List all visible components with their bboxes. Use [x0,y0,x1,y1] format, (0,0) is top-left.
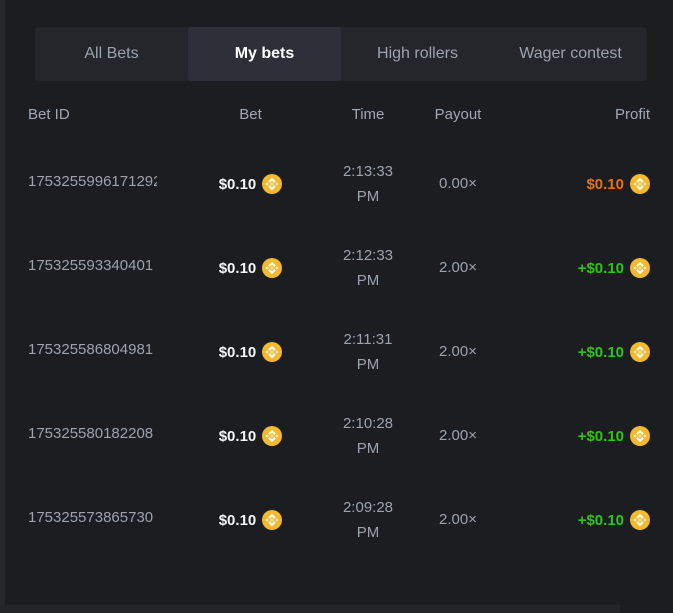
bet-payout: 2.00× [439,259,477,276]
header-bet: Bet [239,105,262,123]
bet-profit-cell: +$0.10 [498,510,650,530]
tab-wager-contest[interactable]: Wager contest [494,27,647,81]
bet-id-cell: 175325593340401 [28,257,183,279]
bet-amount: $0.10 [218,511,257,529]
bet-id-cell: 175325580182208 [28,425,183,447]
bet-time: 2:11:31 PM [343,331,393,373]
bet-payout-cell: 2.00× [418,259,498,277]
bet-payout: 2.00× [439,343,477,360]
bet-payout: 2.00× [439,427,477,444]
bet-time: 2:09:28 PM [342,499,394,541]
header-payout: Payout [434,105,482,123]
bet-amount-cell: $0.10 [183,510,318,530]
tab-label: High rollers [377,45,458,62]
bet-row[interactable]: 175325586804981 $0.10 2:11:31 PM 2.00× +… [28,310,650,394]
bnb-coin-icon [630,426,650,446]
bet-amount: $0.10 [218,427,257,445]
bet-id: 175325593340401 [28,257,154,274]
bet-profit: +$0.10 [577,427,624,445]
bet-amount: $0.10 [218,343,257,361]
bet-amount-cell: $0.10 [183,174,318,194]
panel-left-edge [0,0,5,613]
bets-table-body: 1753255996171292 $0.10 2:13:33 PM 0.00× … [28,142,650,562]
bnb-coin-icon [630,174,650,194]
bet-time-cell: 2:10:28 PM [318,411,418,461]
bet-time-cell: 2:09:28 PM [318,495,418,545]
bet-profit-cell: +$0.10 [498,258,650,278]
bet-profit-cell: +$0.10 [498,426,650,446]
bet-id: 175325573865730 [28,509,154,526]
tab-high-rollers[interactable]: High rollers [341,27,494,81]
bet-payout-cell: 2.00× [418,427,498,445]
bet-amount: $0.10 [218,175,257,193]
bnb-coin-icon [262,426,283,446]
bet-time: 2:12:33 PM [342,247,394,289]
panel-bottom-edge [0,605,620,613]
bet-payout-cell: 2.00× [418,343,498,361]
bet-row[interactable]: 1753255996171292 $0.10 2:13:33 PM 0.00× … [28,142,650,226]
bet-payout-cell: 2.00× [418,511,498,529]
tab-label: My bets [234,45,295,62]
bet-profit: +$0.10 [577,511,624,529]
bet-profit: $0.10 [586,175,624,193]
bet-profit-cell: +$0.10 [498,342,650,362]
header-bet-id: Bet ID [28,105,70,123]
bet-amount: $0.10 [218,259,257,277]
tab-label: All Bets [84,45,139,62]
bet-row[interactable]: 175325573865730 $0.10 2:09:28 PM 2.00× +… [28,478,650,562]
bet-time: 2:10:28 PM [342,415,394,457]
bet-time-cell: 2:11:31 PM [318,327,418,377]
bnb-coin-icon [630,510,650,530]
bnb-coin-icon [262,258,283,278]
bnb-coin-icon [630,342,650,362]
bet-id-cell: 175325586804981 [28,341,183,363]
bnb-coin-icon [262,174,283,194]
bet-id-cell: 1753255996171292 [28,173,183,195]
bet-amount-cell: $0.10 [183,258,318,278]
bet-profit-cell: $0.10 [498,174,650,194]
bnb-coin-icon [262,510,283,530]
bet-id-cell: 175325573865730 [28,509,183,531]
bet-id: 175325580182208 [28,425,154,442]
bet-payout: 0.00× [439,175,477,192]
bet-payout: 2.00× [439,511,477,528]
bet-amount-cell: $0.10 [183,342,318,362]
bet-time: 2:13:33 PM [342,163,394,205]
tab-my-bets[interactable]: My bets [188,27,341,81]
bet-time-cell: 2:12:33 PM [318,243,418,293]
bet-profit: +$0.10 [577,259,624,277]
table-header-row: Bet ID Bet Time Payout Profit [28,99,650,129]
bet-row[interactable]: 175325580182208 $0.10 2:10:28 PM 2.00× +… [28,394,650,478]
tab-label: Wager contest [519,45,622,62]
bet-payout-cell: 0.00× [418,175,498,193]
bet-id: 175325586804981 [28,341,154,358]
tab-all-bets[interactable]: All Bets [35,27,188,81]
bnb-coin-icon [630,258,650,278]
bets-tabbar: All Bets My bets High rollers Wager cont… [35,27,647,81]
bet-time-cell: 2:13:33 PM [318,159,418,209]
bet-profit: +$0.10 [577,343,624,361]
header-time: Time [351,105,385,123]
bet-id: 1753255996171292 [28,173,157,190]
bet-row[interactable]: 175325593340401 $0.10 2:12:33 PM 2.00× +… [28,226,650,310]
bet-amount-cell: $0.10 [183,426,318,446]
header-profit: Profit [614,105,650,123]
bnb-coin-icon [262,342,283,362]
